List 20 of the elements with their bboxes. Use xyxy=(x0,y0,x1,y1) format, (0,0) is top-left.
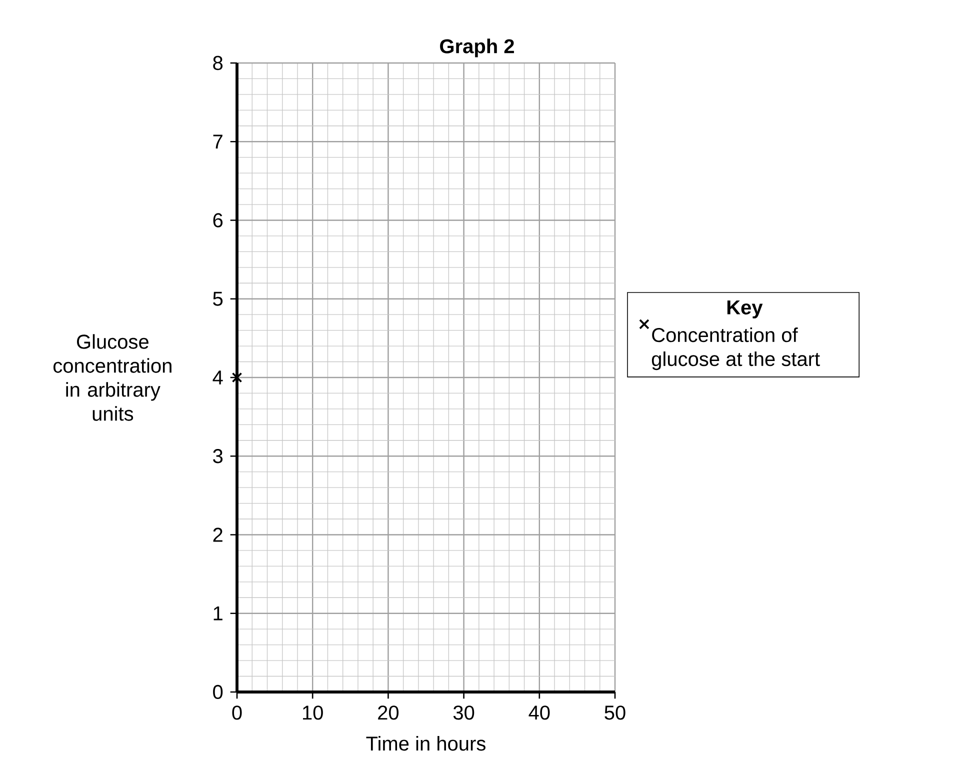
y-tick-label: 8 xyxy=(213,56,223,70)
legend-label: Concentration of glucose at the start xyxy=(652,327,820,370)
y-tick-label: 1 xyxy=(214,606,222,620)
x-tick-label: 10 xyxy=(303,706,323,720)
y-axis-title: Glucose concentration in arbitrary units xyxy=(54,334,172,421)
x-tick-label: 0 xyxy=(232,706,242,720)
y-tick-label: 5 xyxy=(213,292,223,306)
y-tick-label: 6 xyxy=(213,213,223,228)
x-tick-label: 50 xyxy=(604,706,626,720)
chart-title: Graph 2 xyxy=(440,38,514,58)
x-tick-label: 30 xyxy=(453,706,474,720)
legend-title: Key xyxy=(727,300,763,318)
y-tick-label: 4 xyxy=(212,370,223,384)
x-tick-label: 20 xyxy=(378,706,399,720)
x-tick-label: 40 xyxy=(528,706,550,720)
y-tick-label: 7 xyxy=(213,134,222,148)
x-axis-title: Time in hours xyxy=(366,736,486,751)
y-tick-label: 2 xyxy=(213,528,222,542)
y-tick-label: 0 xyxy=(213,684,223,700)
y-tick-label: 3 xyxy=(213,449,223,464)
